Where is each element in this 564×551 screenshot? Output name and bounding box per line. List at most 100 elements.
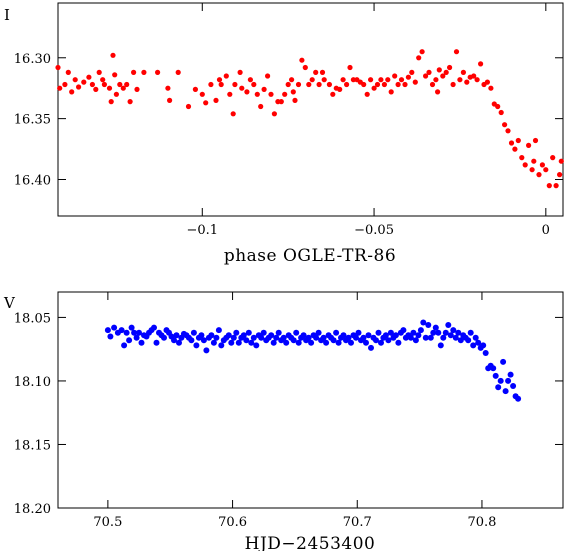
- bottom-axis-ticks: 70.5 70.6 70.7 70.8 18.05 18.10 18.15 18.20: [14, 292, 563, 530]
- bottom-y-tick-label: 18.20: [14, 502, 51, 517]
- top-data-point: [100, 77, 106, 83]
- top-data-point: [141, 69, 147, 75]
- bottom-data-point: [348, 339, 354, 346]
- top-data-point: [531, 158, 537, 164]
- top-data-point: [416, 55, 422, 61]
- bottom-data-point: [190, 329, 197, 336]
- bottom-data-point: [273, 334, 280, 341]
- bottom-data-point: [447, 332, 454, 339]
- top-data-point: [285, 81, 291, 88]
- top-data-point: [515, 137, 521, 144]
- top-data-point: [131, 69, 137, 75]
- bottom-data-point: [258, 334, 265, 341]
- top-data-point: [251, 81, 257, 88]
- top-data-point: [117, 81, 123, 88]
- top-data-point: [290, 89, 296, 95]
- top-y-tick-label: 16.35: [14, 113, 51, 128]
- top-data-point: [440, 73, 446, 79]
- top-data-point: [93, 86, 99, 92]
- bottom-data-point: [290, 337, 297, 344]
- bottom-data-point: [363, 339, 369, 346]
- top-data-point: [326, 81, 332, 88]
- bottom-data-point: [198, 332, 205, 339]
- bottom-data-point: [213, 334, 220, 341]
- top-data-point: [120, 85, 126, 91]
- bottom-data-point: [250, 334, 257, 341]
- bottom-data-point: [270, 339, 277, 346]
- top-data-point: [289, 77, 295, 83]
- bottom-data-point: [355, 329, 362, 336]
- bottom-data-point: [136, 329, 142, 336]
- top-data-point: [344, 81, 350, 88]
- top-data-point: [237, 69, 243, 75]
- top-data-point: [464, 79, 470, 85]
- bottom-data-point: [432, 324, 439, 331]
- bottom-data-point: [470, 342, 477, 349]
- bottom-data-point: [308, 339, 315, 346]
- top-data-point: [265, 73, 271, 79]
- bottom-data-point: [412, 337, 419, 344]
- bottom-data-point: [445, 322, 452, 328]
- top-data-point: [502, 122, 508, 128]
- bottom-data-point: [475, 339, 482, 346]
- bottom-data-point: [171, 337, 177, 344]
- top-data-point: [309, 77, 315, 83]
- bottom-plot-frame: [57, 291, 564, 509]
- bottom-data-point: [230, 334, 237, 341]
- bottom-data-point: [507, 371, 514, 378]
- top-data-point: [450, 81, 456, 88]
- bottom-data-point: [240, 332, 247, 339]
- top-data-point: [292, 97, 298, 103]
- bottom-data-point: [407, 334, 414, 341]
- top-data-point: [478, 61, 484, 67]
- bottom-data-point: [104, 327, 111, 334]
- top-data-point: [134, 86, 140, 92]
- bottom-data-point: [335, 339, 342, 346]
- top-data-point: [69, 89, 75, 95]
- top-data-point: [374, 81, 381, 88]
- bottom-data-point: [442, 329, 449, 336]
- bottom-data-point: [333, 329, 340, 336]
- bottom-data-point: [420, 319, 427, 326]
- top-data-point: [388, 89, 394, 95]
- top-data-point: [113, 91, 119, 97]
- bottom-data-point: [118, 327, 125, 334]
- bottom-data-point: [440, 334, 447, 341]
- bottom-data-point: [510, 383, 517, 389]
- bottom-data-point: [245, 329, 252, 336]
- bottom-data-point: [437, 342, 444, 349]
- bottom-data-point: [395, 339, 402, 346]
- top-data-point: [258, 103, 264, 110]
- bottom-data-point: [193, 342, 200, 349]
- bottom-data-point: [515, 395, 522, 402]
- bottom-light-curve-panel: V 70.5 70.6 70.7 70.8 18.05 18.10 18.15 18.20 H…: [3, 291, 564, 551]
- top-y-tick-label: 16.30: [14, 52, 51, 67]
- bottom-x-tick-label: 70.7: [343, 515, 372, 530]
- bottom-data-point: [235, 339, 242, 346]
- top-data-point: [436, 67, 442, 73]
- top-data-point: [402, 81, 408, 88]
- top-data-point: [368, 77, 374, 83]
- bottom-data-point: [203, 347, 210, 354]
- bottom-data-point: [455, 329, 462, 336]
- top-data-point: [433, 77, 439, 83]
- top-data-point: [55, 64, 61, 71]
- bottom-data-point: [210, 339, 217, 346]
- bottom-data-point: [417, 327, 424, 334]
- bottom-y-tick-label: 18.15: [14, 438, 51, 453]
- top-data-point: [261, 86, 267, 92]
- bottom-data-point: [497, 377, 504, 384]
- bottom-data-point: [340, 332, 347, 339]
- bottom-x-tick-label: 70.5: [93, 515, 122, 530]
- bottom-data-point: [502, 388, 509, 395]
- top-data-point: [302, 64, 308, 71]
- top-data-point: [460, 69, 466, 75]
- bottom-data-point: [320, 334, 327, 341]
- top-data-point: [192, 86, 198, 92]
- top-data-point: [557, 172, 563, 178]
- top-data-point: [124, 81, 130, 88]
- top-data-point: [364, 91, 370, 97]
- bottom-data-point: [248, 339, 255, 346]
- top-data-point: [57, 85, 63, 91]
- bottom-data-point: [505, 377, 512, 384]
